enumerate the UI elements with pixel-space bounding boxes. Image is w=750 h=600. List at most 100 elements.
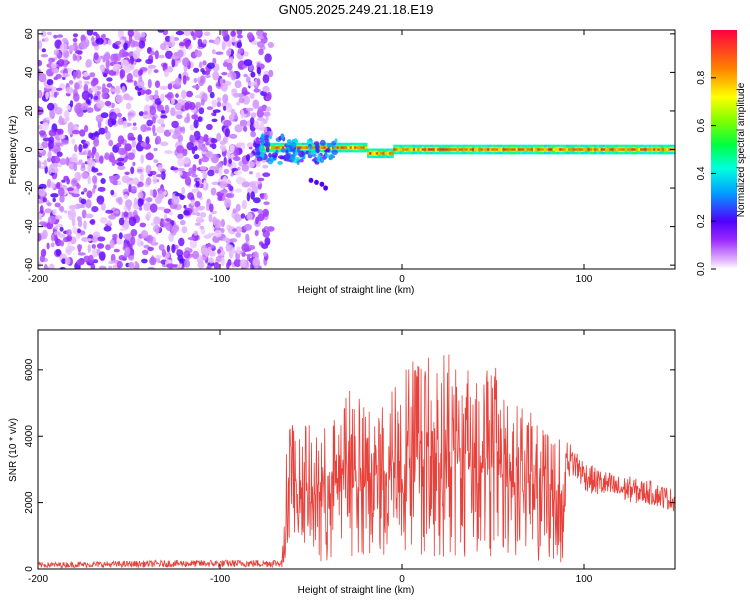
signal-spread	[258, 144, 265, 151]
noise-blob	[235, 226, 243, 234]
noise-blob	[160, 141, 169, 147]
noise-blob	[131, 41, 140, 47]
signal-cell	[428, 148, 431, 151]
noise-blob	[208, 213, 213, 223]
noise-blob	[90, 86, 98, 92]
noise-blob	[220, 145, 227, 152]
noise-blob	[183, 259, 191, 268]
noise-blob	[181, 226, 188, 234]
signal-cell	[423, 148, 427, 151]
noise-blob	[188, 167, 194, 174]
noise-blob	[204, 31, 211, 37]
noise-blob	[184, 40, 191, 47]
noise-blob	[216, 132, 222, 142]
signal-cell	[620, 148, 623, 151]
noise-blob	[262, 164, 269, 169]
noise-blob	[191, 114, 199, 120]
signal-cell	[589, 148, 593, 151]
noise-blob	[57, 59, 65, 67]
noise-blob	[74, 82, 80, 90]
noise-blob	[212, 49, 216, 55]
noise-blob	[130, 55, 134, 65]
noise-blob	[199, 61, 203, 68]
noise-blob	[140, 142, 147, 147]
noise-blob	[236, 34, 243, 39]
noise-blob	[171, 243, 176, 254]
signal-cell	[312, 146, 316, 149]
noise-blob	[233, 92, 239, 98]
noise-blob	[93, 95, 99, 101]
noise-blob	[100, 64, 105, 73]
signal-cell	[454, 148, 457, 151]
signal-spread	[326, 143, 333, 148]
colorbar-label: Normalized spectral amplitude	[736, 82, 747, 217]
signal-cell	[598, 148, 602, 151]
signal-spread	[280, 148, 287, 153]
noise-blob	[157, 118, 165, 125]
noise-blob	[177, 49, 184, 58]
noise-blob	[194, 200, 201, 208]
y-tick-label: 40	[24, 66, 35, 78]
signal-cell	[629, 148, 632, 151]
noise-blob	[257, 177, 265, 182]
noise-blob	[153, 147, 158, 152]
y-tick-label: -40	[24, 219, 35, 234]
signal-cell	[493, 148, 497, 151]
signal-cell	[275, 146, 278, 149]
signal-cell	[432, 148, 436, 151]
signal-cell	[572, 148, 575, 151]
noise-blob	[109, 175, 118, 184]
noise-blob	[217, 249, 221, 254]
noise-blob	[203, 179, 207, 189]
signal-spread	[311, 153, 317, 157]
noise-blob	[119, 227, 127, 232]
noise-blob	[38, 160, 42, 169]
noise-blob	[243, 59, 253, 67]
noise-blob	[176, 145, 185, 154]
noise-blob	[170, 97, 175, 105]
signal-cell	[509, 148, 512, 151]
signal-cell	[284, 146, 287, 149]
noise-blob	[261, 243, 269, 249]
noise-blob	[261, 38, 268, 43]
noise-blob	[85, 60, 91, 68]
noise-blob	[55, 215, 63, 220]
noise-blob	[66, 104, 71, 110]
noise-blob	[186, 76, 190, 81]
signal-spread	[285, 149, 289, 156]
noise-blob	[117, 117, 124, 125]
noise-blob	[77, 228, 81, 234]
noise-blob	[118, 196, 123, 206]
noise-blob	[138, 75, 143, 83]
noise-blob	[65, 86, 74, 94]
signal-cell	[321, 146, 324, 149]
noise-blob	[105, 59, 110, 69]
signal-trail	[308, 177, 328, 191]
signal-cell	[391, 152, 394, 155]
noise-blob	[147, 66, 152, 76]
noise-blob	[73, 162, 78, 172]
noise-blob	[77, 219, 83, 228]
noise-blob	[186, 112, 190, 122]
noise-blob	[199, 212, 207, 218]
noise-blob	[219, 140, 226, 145]
noise-blob	[140, 241, 144, 247]
noise-blob	[149, 189, 154, 197]
noise-blob	[53, 34, 58, 39]
noise-blob	[260, 193, 265, 200]
noise-blob	[77, 252, 86, 256]
signal-spread	[264, 141, 271, 149]
signal-cell	[526, 148, 530, 151]
noise-blob	[108, 214, 117, 220]
noise-blob	[64, 210, 68, 214]
noise-blob	[258, 48, 264, 56]
noise-blob	[83, 71, 89, 77]
noise-blob	[100, 202, 106, 211]
noise-blob	[145, 89, 152, 95]
noise-blob	[250, 71, 256, 78]
signal-cell	[478, 148, 481, 151]
noise-blob	[155, 254, 162, 259]
noise-blob	[97, 236, 106, 242]
signal-cell	[646, 148, 650, 151]
